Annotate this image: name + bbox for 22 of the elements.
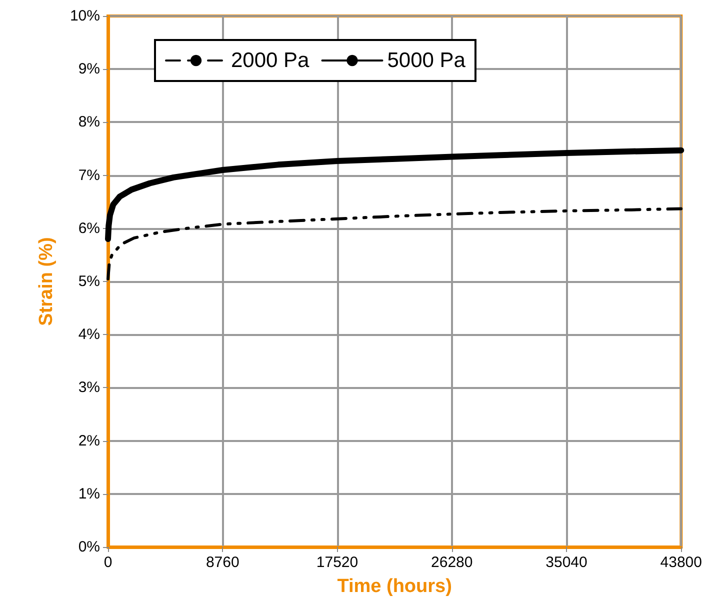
y-tick-label: 5% <box>78 273 100 290</box>
y-axis-title: Strain (%) <box>36 237 57 326</box>
x-tick-label: 0 <box>104 554 112 571</box>
x-tick-label: 35040 <box>546 554 588 571</box>
y-tick-label: 10% <box>70 8 100 24</box>
legend-label: 2000 Pa <box>231 49 310 72</box>
x-tick-label: 43800 <box>660 554 702 571</box>
y-tick-label: 0% <box>78 538 100 556</box>
line-series <box>106 207 683 280</box>
legend-label: 5000 Pa <box>387 49 466 72</box>
x-tick-label: 8760 <box>206 554 240 571</box>
y-tick-label: 1% <box>78 485 100 502</box>
x-tick-label: 17520 <box>316 554 358 571</box>
y-tick-label: 3% <box>78 379 100 396</box>
y-tick-label: 9% <box>78 60 100 78</box>
y-tick-label: 2% <box>78 432 100 450</box>
x-tick-label: 26280 <box>431 554 473 571</box>
y-tick-label: 8% <box>78 114 100 131</box>
x-axis-title: Time (hours) <box>337 576 452 597</box>
y-tick-label: 4% <box>78 326 100 344</box>
y-tick-label: 6% <box>78 220 100 237</box>
y-tick-label: 7% <box>78 166 100 184</box>
